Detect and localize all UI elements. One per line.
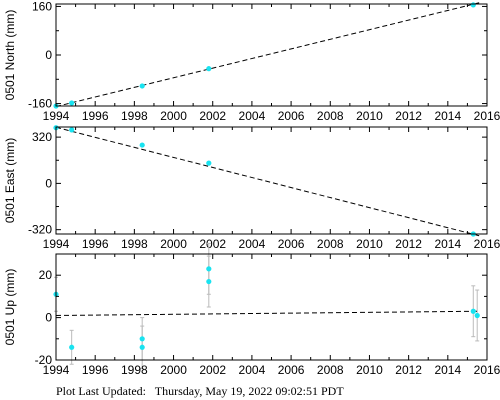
data-point	[470, 2, 476, 8]
data-point	[206, 266, 212, 272]
x-tick-label: 2008	[317, 363, 344, 377]
y-tick-label: 20	[39, 268, 53, 282]
panel-3: 1994 1996 1998 2000 2002 2004 2006 2008 2010 2012…	[3, 242, 500, 377]
y-tick-label: -160	[28, 97, 52, 111]
x-tick-label: 2016	[474, 109, 500, 123]
x-tick-label: 2008	[317, 237, 344, 251]
panel-1: 1994 1996 1998 2000 2002 2004 2006 2008 2010 2012…	[3, 0, 500, 123]
y-tick-label: -320	[28, 223, 52, 237]
x-tick-label: 2016	[474, 363, 500, 377]
plot-updated-footer: Plot Last Updated: Thursday, May 19, 202…	[56, 384, 344, 399]
x-tick-label: 1998	[121, 237, 148, 251]
x-tick-label: 2004	[239, 237, 266, 251]
x-tick-label: 2014	[434, 237, 461, 251]
x-tick-label: 2010	[356, 109, 383, 123]
y-axis-label: 0501 North (mm)	[3, 10, 17, 101]
x-tick-label: 2006	[278, 109, 305, 123]
footer-label: Plot Last Updated:	[56, 384, 146, 398]
panel-2: 1994 1996 1998 2000 2002 2004 2006 2008 2010 2012…	[3, 125, 500, 251]
data-point	[206, 66, 212, 72]
x-tick-label: 2004	[239, 363, 266, 377]
x-tick-label: 2010	[356, 363, 383, 377]
y-tick-label: 320	[32, 130, 52, 144]
x-tick-label: 1996	[82, 109, 109, 123]
x-tick-label: 2008	[317, 109, 344, 123]
x-tick-label: 2010	[356, 237, 383, 251]
x-tick-label: 2006	[278, 363, 305, 377]
x-tick-label: 2000	[160, 237, 187, 251]
x-tick-label: 1994	[43, 237, 70, 251]
x-tick-label: 2014	[434, 109, 461, 123]
data-point	[470, 308, 476, 314]
data-point	[139, 336, 145, 342]
x-tick-label: 2016	[474, 237, 500, 251]
x-tick-label: 1998	[121, 363, 148, 377]
x-tick-label: 2012	[395, 109, 422, 123]
x-tick-label: 2012	[395, 237, 422, 251]
x-tick-label: 1998	[121, 109, 148, 123]
data-point	[474, 312, 480, 319]
data-point	[69, 344, 75, 350]
y-axis-label: 0501 East (mm)	[3, 138, 17, 223]
y-tick-label: 160	[32, 0, 52, 13]
x-tick-label: 1996	[82, 237, 109, 251]
x-tick-label: 2012	[395, 363, 422, 377]
plot-frame	[55, 253, 488, 361]
data-point	[139, 83, 145, 89]
trend-line	[55, 2, 480, 108]
x-tick-label: 1996	[82, 363, 109, 377]
data-point	[69, 100, 75, 106]
data-point	[139, 142, 145, 148]
y-axis-label: 0501 Up (mm)	[3, 269, 17, 346]
trend-line	[55, 310, 480, 316]
data-point	[139, 344, 145, 350]
x-tick-label: 2006	[278, 237, 305, 251]
data-point	[69, 127, 75, 133]
x-tick-label: 1994	[43, 363, 70, 377]
x-tick-label: 2000	[160, 363, 187, 377]
y-tick-label: 0	[45, 311, 52, 325]
plot-frame	[55, 126, 488, 235]
x-tick-label: 2002	[199, 109, 226, 123]
x-tick-label: 2000	[160, 109, 187, 123]
trend-line	[55, 126, 480, 237]
x-tick-label: 2002	[199, 363, 226, 377]
x-tick-label: 2002	[199, 237, 226, 251]
x-tick-label: 1994	[43, 109, 70, 123]
y-tick-label: 0	[45, 176, 52, 190]
y-tick-label: -20	[35, 353, 53, 367]
data-point	[206, 278, 212, 285]
data-point	[206, 160, 212, 166]
y-tick-label: 0	[45, 48, 52, 62]
x-tick-label: 2014	[434, 363, 461, 377]
x-tick-label: 2004	[239, 109, 266, 123]
footer-timestamp: Thursday, May 19, 2022 09:02:51 PDT	[154, 384, 344, 398]
